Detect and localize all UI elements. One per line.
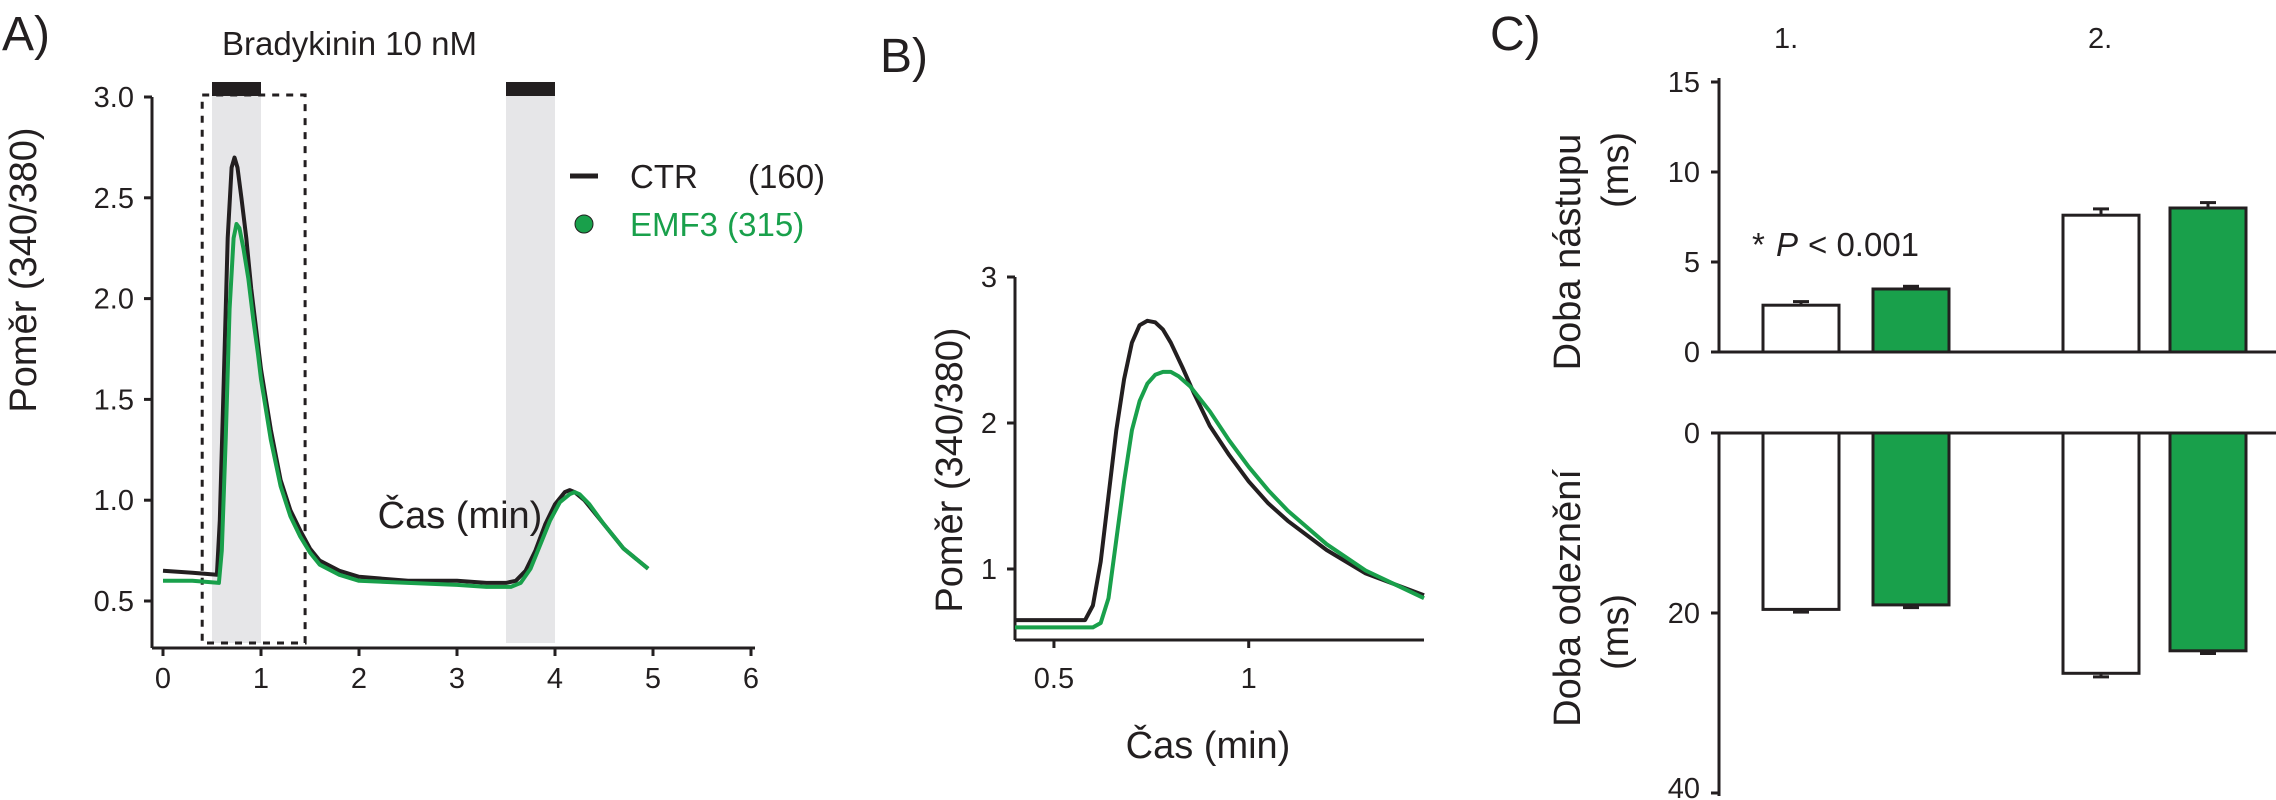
panel-label-c: C) xyxy=(1490,8,1541,61)
onset-ylabel-line2: (ms) xyxy=(1595,132,1637,208)
bar-emf3 xyxy=(1871,431,1951,607)
y-tick-label: 0 xyxy=(1684,418,1700,450)
x-tick-label: 0 xyxy=(155,663,171,695)
panel-label-b: B) xyxy=(880,30,928,83)
y-tick-label: 0.5 xyxy=(94,586,134,618)
panel-b-chart: 1 2 3 0.5 1 Poměr (340/380) Čas (min) xyxy=(929,262,1425,767)
y-tick-label: 20 xyxy=(1668,598,1700,630)
y-tick-label: 2 xyxy=(981,408,997,440)
p-symbol: P xyxy=(1776,226,1798,263)
bar-emf3 xyxy=(2168,206,2248,354)
x-tick-label: 5 xyxy=(645,663,661,695)
stimulus-band-2 xyxy=(506,90,555,643)
stimulus-label: Bradykinin 10 nM xyxy=(222,25,477,62)
panel-b-ylabel: Poměr (340/380) xyxy=(929,327,971,612)
legend: CTR (160) EMF3 (315) xyxy=(570,158,825,243)
panel-a-ylabel: Poměr (340/380) xyxy=(3,127,45,412)
panel-b-series xyxy=(1015,318,1425,630)
panel-a-series xyxy=(162,155,650,589)
x-tick-label: 0.5 xyxy=(1034,663,1074,695)
y-tick-label: 1.0 xyxy=(94,485,134,517)
y-tick-label: 5 xyxy=(1684,247,1700,279)
group-label-2: 2. xyxy=(2088,23,2112,55)
legend-emf3-label: EMF3 (315) xyxy=(630,206,804,243)
legend-ctr-label: CTR xyxy=(630,158,698,195)
y-tick-label: 40 xyxy=(1668,773,1700,800)
y-tick-label: 1.5 xyxy=(94,384,134,416)
panel-b-xlabel: Čas (min) xyxy=(1126,723,1291,767)
decay-ylabel-line2: (ms) xyxy=(1595,594,1637,670)
y-tick-label: 2.0 xyxy=(94,284,134,316)
p-star: * xyxy=(1752,226,1765,263)
decay-chart: 0 20 40 xyxy=(1668,418,2276,800)
x-tick-label: 1 xyxy=(1241,663,1257,695)
y-tick-label: 0 xyxy=(1684,337,1700,369)
y-tick-label: 10 xyxy=(1668,157,1700,189)
panel-a-xlabel: Čas (min) xyxy=(378,493,543,537)
x-tick-label: 6 xyxy=(743,663,759,695)
series-line-emf3 xyxy=(163,222,650,589)
x-tick-label: 1 xyxy=(253,663,269,695)
onset-ylabel-line1: Doba nástupu xyxy=(1547,134,1589,371)
series-line-ctr xyxy=(162,155,650,585)
y-tick-label: 15 xyxy=(1668,67,1700,99)
panel-b-axes: 1 2 3 0.5 1 xyxy=(981,262,1424,695)
series-line-emf3 xyxy=(1015,369,1425,630)
y-tick-label: 1 xyxy=(981,554,997,586)
zoom-box xyxy=(200,93,307,645)
p-rest: < 0.001 xyxy=(1808,226,1919,263)
legend-emf3-swatch xyxy=(574,214,594,234)
bar-ctr xyxy=(1761,303,1841,354)
stimulus-bar-2 xyxy=(506,82,555,96)
onset-chart: 0 5 10 15 xyxy=(1668,67,2276,369)
bar-emf3 xyxy=(1871,287,1951,354)
bar-ctr xyxy=(2061,213,2141,354)
panel-label-a: A) xyxy=(2,8,50,61)
x-tick-label: 2 xyxy=(351,663,367,695)
y-tick-label: 2.5 xyxy=(94,183,134,215)
panel-c-chart: 1. 2. 0 5 10 15 0 20 40 Doba nástupu (ms) Dob… xyxy=(1547,23,2276,800)
stimulus-bands xyxy=(212,90,555,643)
panel-a-axes: 0.5 1.0 1.5 2.0 2.5 3.0 0 1 2 3 4 5 6 xyxy=(94,82,759,695)
stimulus-bar-1 xyxy=(212,82,261,96)
bar-ctr xyxy=(2061,431,2141,675)
bar-emf3 xyxy=(2168,431,2248,653)
stimulus-bars xyxy=(212,82,555,96)
y-tick-label: 3.0 xyxy=(94,82,134,114)
x-tick-label: 3 xyxy=(449,663,465,695)
group-label-1: 1. xyxy=(1774,23,1798,55)
p-value-annotation: * P < 0.001 xyxy=(1752,226,1919,263)
series-line-ctr xyxy=(1015,318,1425,623)
x-tick-label: 4 xyxy=(547,663,563,695)
y-tick-label: 3 xyxy=(981,262,997,294)
bar-ctr xyxy=(1761,431,1841,611)
decay-ylabel-line1: Doba odeznění xyxy=(1547,469,1589,727)
panel-a-chart: Bradykinin 10 nM 0.5 1.0 1.5 2.0 2.5 3.0 0 1 2 3 4… xyxy=(3,25,825,695)
legend-ctr-n: (160) xyxy=(748,158,825,195)
